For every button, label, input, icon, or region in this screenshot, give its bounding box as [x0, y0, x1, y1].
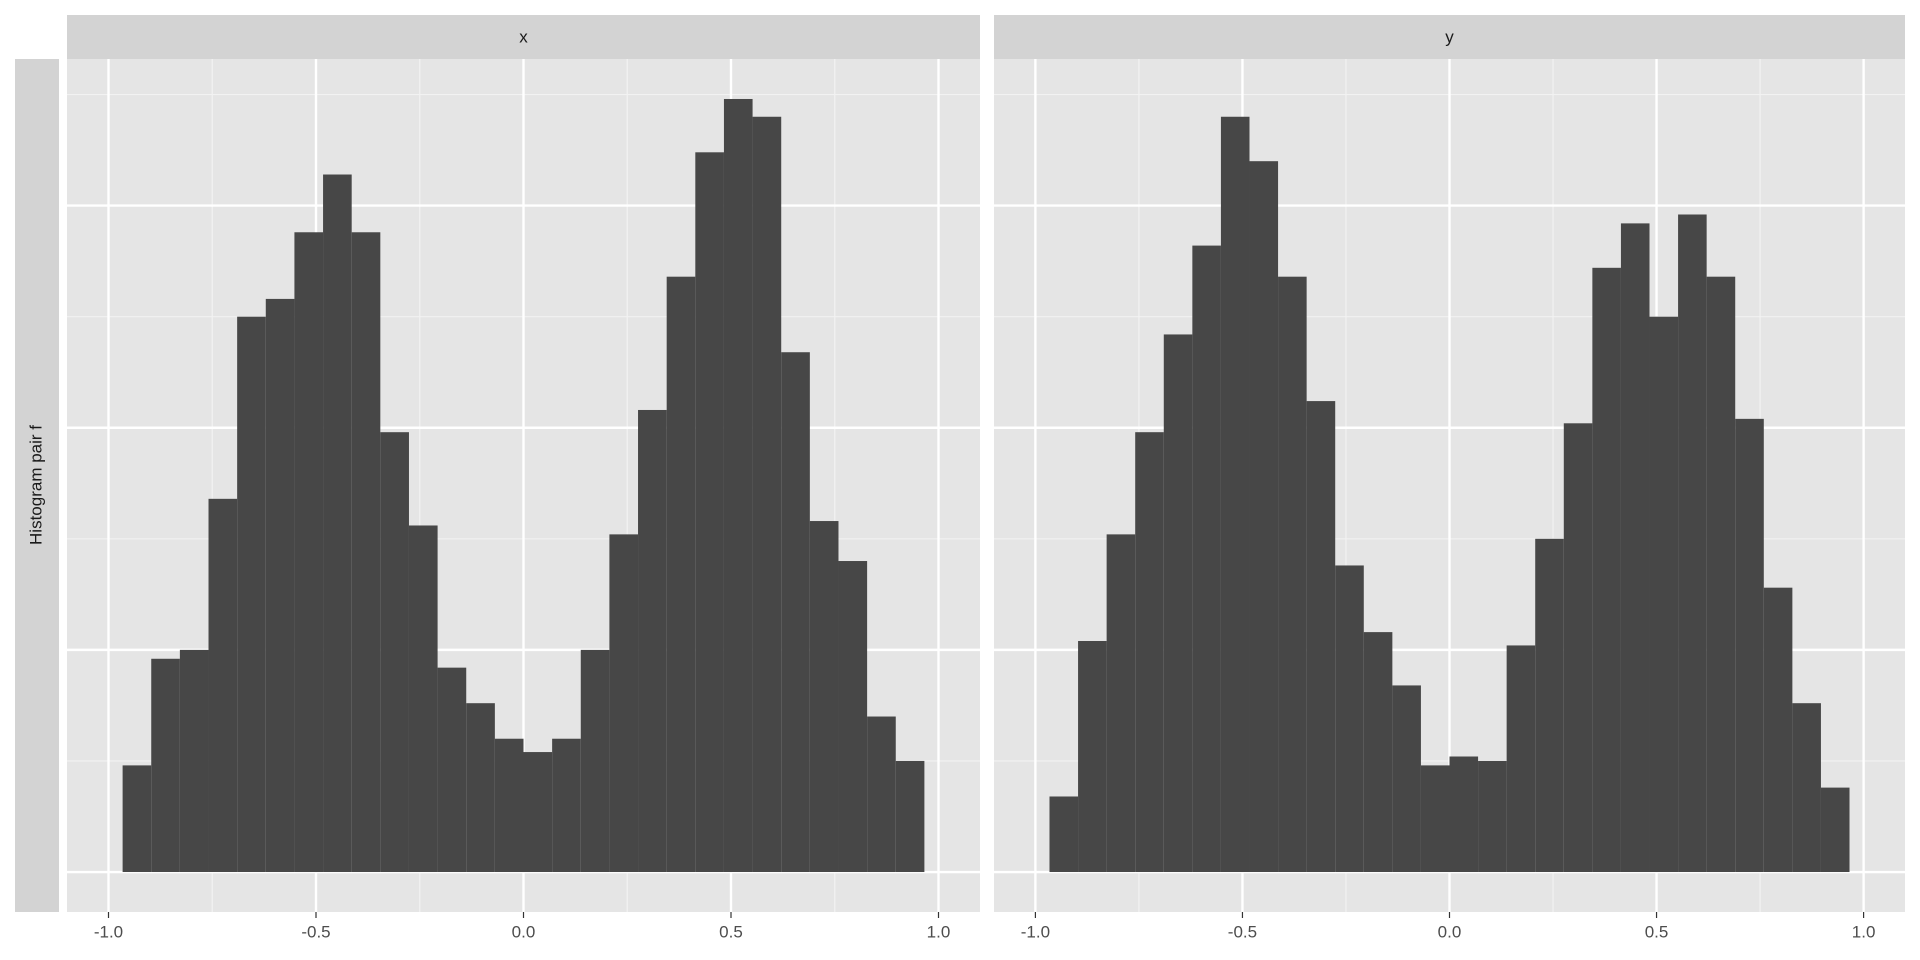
bar — [752, 116, 782, 873]
bar — [1792, 703, 1821, 873]
bar — [151, 658, 180, 873]
bar — [1592, 267, 1621, 873]
x-tick-label: 1.0 — [1852, 922, 1876, 941]
x-tick-label: -0.5 — [1228, 922, 1257, 941]
bar — [695, 152, 724, 873]
bar — [408, 525, 438, 873]
bar — [1563, 423, 1593, 873]
bar — [323, 174, 352, 873]
bar — [1306, 401, 1336, 873]
x-tick-label: 0.0 — [512, 922, 536, 941]
bar — [580, 649, 610, 873]
facet-strip — [67, 15, 980, 59]
bar — [1078, 640, 1107, 873]
bar — [781, 352, 810, 873]
bar — [294, 232, 324, 873]
bar — [1420, 765, 1450, 873]
x-tick-label: -0.5 — [301, 922, 330, 941]
bar — [895, 760, 925, 873]
bar — [351, 232, 381, 873]
bar — [1278, 276, 1307, 873]
bar — [1192, 245, 1221, 873]
facet-label: x — [519, 27, 528, 46]
bar — [265, 298, 295, 873]
bar — [179, 649, 209, 873]
bar — [380, 432, 409, 873]
bar — [666, 276, 696, 873]
bar — [867, 716, 896, 873]
bar — [1249, 161, 1279, 873]
bar — [1735, 418, 1764, 873]
bar — [1820, 787, 1850, 873]
y-axis-label: Histogram pair f — [26, 425, 45, 545]
bar — [523, 752, 553, 873]
bar — [1220, 116, 1250, 873]
bar — [1478, 760, 1507, 873]
bar — [552, 738, 581, 873]
x-tick-label: -1.0 — [1021, 922, 1050, 941]
bar — [1392, 685, 1421, 873]
x-tick-label: 0.5 — [1645, 922, 1669, 941]
facet-label: y — [1445, 27, 1454, 46]
bar — [1620, 223, 1650, 873]
bar — [466, 703, 495, 873]
bar — [723, 98, 753, 873]
bar — [1363, 632, 1393, 873]
bar — [1678, 214, 1707, 873]
bar — [838, 561, 868, 873]
bar — [208, 498, 238, 873]
bar — [1649, 316, 1679, 873]
bar — [1335, 565, 1364, 873]
y-strip — [15, 59, 59, 912]
bar — [1706, 276, 1736, 873]
x-tick-label: 0.5 — [719, 922, 743, 941]
bar — [609, 534, 639, 873]
facet-strip — [994, 15, 1905, 59]
bar — [122, 765, 152, 873]
bar — [1506, 645, 1536, 873]
bar — [638, 409, 667, 873]
x-tick-label: 1.0 — [927, 922, 951, 941]
bar — [1135, 432, 1164, 873]
bar — [1106, 534, 1136, 873]
bar — [437, 667, 467, 873]
bar — [237, 316, 266, 873]
bar — [1449, 756, 1479, 873]
bar — [494, 738, 524, 873]
x-tick-label: -1.0 — [94, 922, 123, 941]
bar — [1049, 796, 1079, 873]
bar — [1163, 334, 1193, 873]
bar — [1535, 538, 1564, 873]
bar — [809, 521, 839, 873]
bar — [1763, 587, 1793, 873]
x-tick-label: 0.0 — [1438, 922, 1462, 941]
